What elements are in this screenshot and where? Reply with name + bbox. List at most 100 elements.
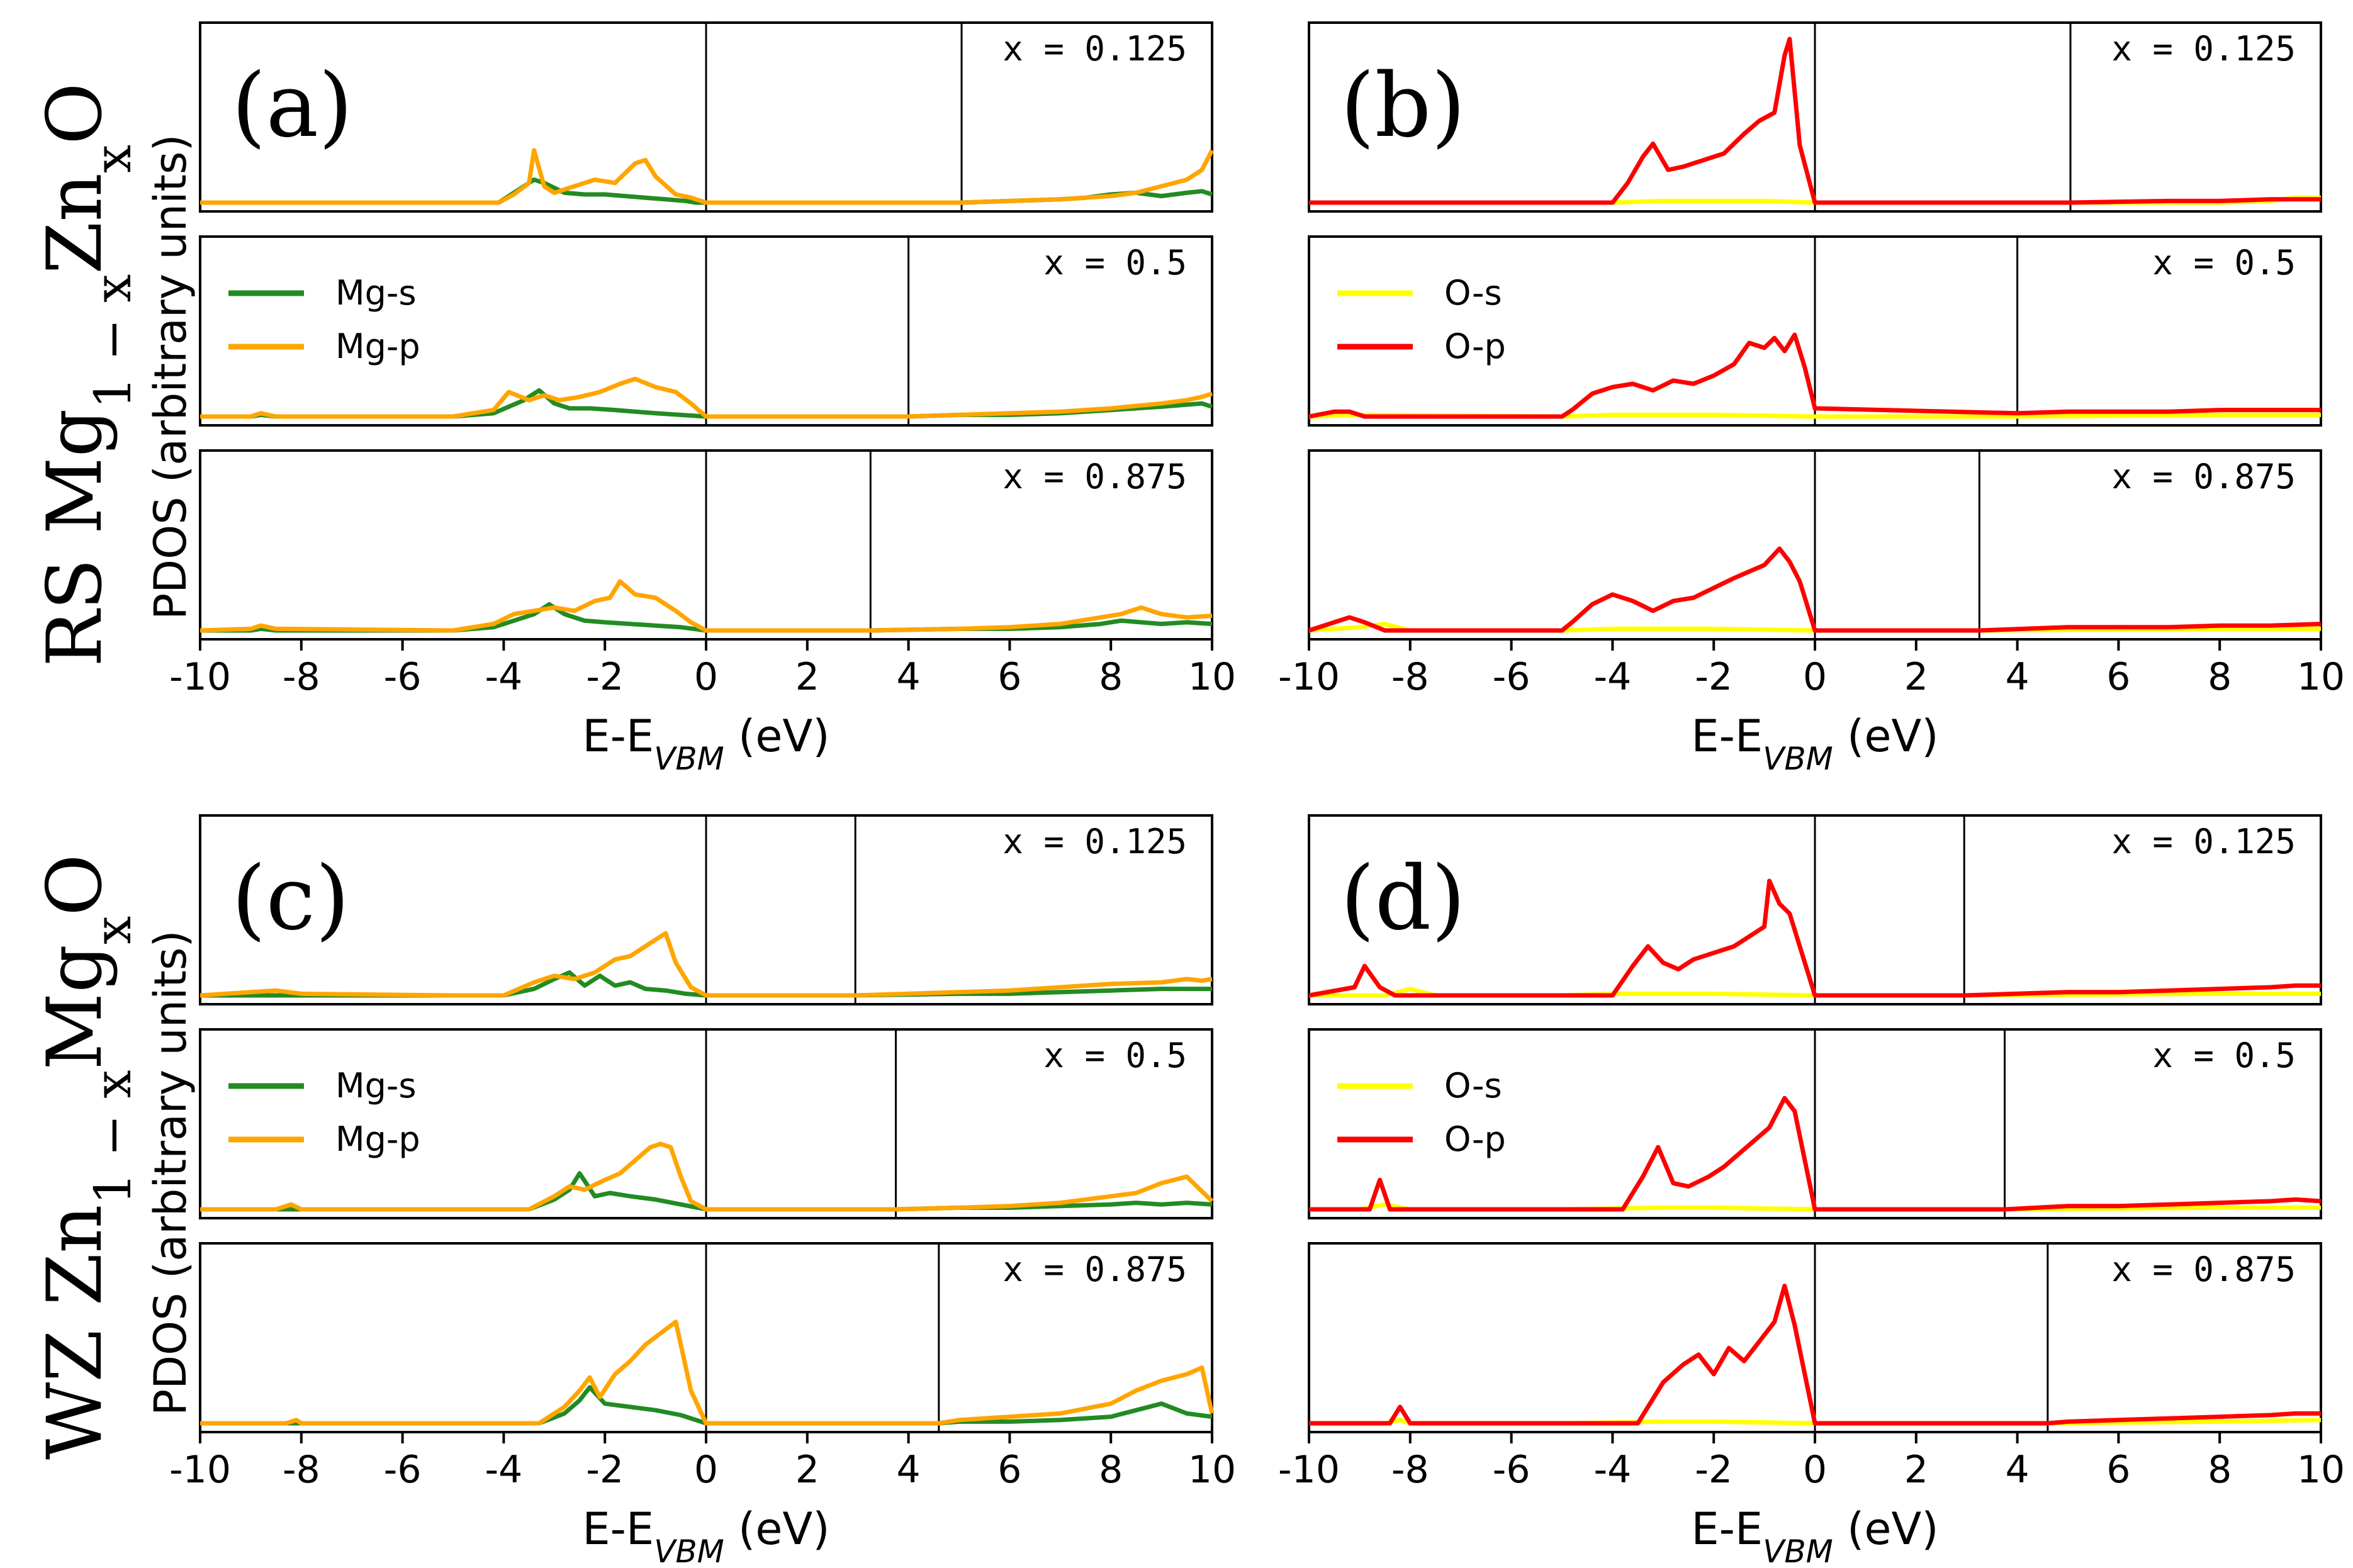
series-line-mg-p [199,579,1213,633]
legend-label: O-s [1444,273,1502,313]
subplot-3: x = 0.875 -10 -8 -6 -4 -2 0 2 4 6 8 10 E-EVBM (eV) [1278,449,2345,777]
legend-label: O-p [1444,327,1506,366]
x-tick-label: -4 [485,655,522,699]
composition-label: x = 0.5 [2152,1036,2296,1075]
legend-label: O-p [1444,1119,1506,1159]
row-labels: RS Mg1 − xZnxO WZ Zn1 − xMgxO PDOS (arbi… [31,83,196,1460]
ylabel-top: PDOS (arbitrary units) [145,134,196,620]
x-tick-label: 6 [997,655,1021,699]
series-line-mg-s [200,1171,1213,1212]
subplot-2: x = 0.5 O-s O-p [1308,1028,2322,1219]
x-tick-label: 2 [795,655,819,699]
legend-label: Mg-p [335,327,420,366]
x-tick-label: -10 [169,1448,231,1492]
composition-label: x = 0.125 [1002,822,1187,861]
x-tick-label: -4 [1593,655,1631,699]
composition-label: x = 0.125 [2111,822,2296,861]
x-tick-label: 4 [897,655,921,699]
x-tick-label: -8 [1391,1448,1429,1492]
x-axis-label: E-EVBM (eV) [1691,710,1938,777]
x-tick-label: 8 [2208,655,2232,699]
x-tick-label: 4 [897,1448,921,1492]
legend-label: Mg-s [335,273,417,313]
x-tick-label: -8 [283,655,320,699]
x-tick-label: -10 [169,655,231,699]
subplot-3: x = 0.875 -10 -8 -6 -4 -2 0 2 4 6 8 10 E-EVBM (eV) [169,449,1236,777]
composition-label: x = 0.875 [1002,457,1187,496]
series-line-o-p [1308,546,2322,633]
subplot-1: x = 0.125 (c) [199,814,1213,1005]
x-tick-label: -4 [485,1448,522,1492]
panel-c: x = 0.125 (c) x = 0.5 Mg-s Mg-p x = 0.875 -10 -… [169,814,1236,1568]
x-tick-label: 10 [1188,655,1236,699]
composition-label: x = 0.875 [1002,1250,1187,1289]
series-line-o-p [1309,36,2321,205]
x-tick-label: 2 [1904,1448,1928,1492]
subplot-1: x = 0.125 (a) [199,21,1215,213]
series-line-o-p [1309,1284,2321,1426]
series-line-mg-p [200,1319,1215,1426]
panel-d: x = 0.125 (d) x = 0.5 O-s O-p x = 0.875 -10 -8 -… [1278,814,2345,1568]
x-tick-label: 6 [2106,655,2130,699]
x-axis-label: E-EVBM (eV) [582,710,829,777]
x-tick-label: -10 [1278,1448,1340,1492]
subplot-2: x = 0.5 Mg-s Mg-p [199,1028,1214,1219]
x-tick-label: 0 [694,1448,718,1492]
composition-label: x = 0.875 [2111,457,2296,496]
x-tick-label: 10 [1188,1448,1236,1492]
composition-label: x = 0.875 [2111,1250,2296,1289]
x-tick-label: -4 [1593,1448,1631,1492]
subplot-3: x = 0.875 -10 -8 -6 -4 -2 0 2 4 6 8 10 E-EVBM (eV) [1278,1242,2345,1568]
x-tick-label: -6 [384,655,422,699]
series-line-o-p [1309,1095,2322,1212]
composition-label: x = 0.5 [2152,243,2296,283]
ylabel-bottom: PDOS (arbitrary units) [145,930,196,1416]
subplot-2: x = 0.5 Mg-s Mg-p [199,235,1213,427]
panel-letter: (a) [232,55,353,157]
x-tick-label: 6 [2106,1448,2130,1492]
panel-letter: (c) [232,848,350,950]
series-line-o-p [1308,332,2321,419]
x-tick-label: 10 [2297,1448,2345,1492]
x-tick-label: 2 [1904,655,1928,699]
x-tick-label: -8 [283,1448,320,1492]
x-tick-label: -6 [384,1448,422,1492]
top-row-label: RS Mg1 − xZnxO [31,83,142,667]
series-line-mg-p [200,376,1213,419]
x-tick-label: 8 [1099,1448,1123,1492]
x-tick-label: -8 [1391,655,1429,699]
x-tick-label: -2 [1695,655,1732,699]
panels: x = 0.125 (a) x = 0.5 Mg-s Mg-p x = 0.875 -10 -… [169,21,2345,1568]
x-tick-label: -10 [1278,655,1340,699]
x-tick-label: -2 [1695,1448,1732,1492]
x-tick-label: 0 [1803,655,1827,699]
composition-label: x = 0.5 [1043,243,1187,283]
composition-label: x = 0.125 [1002,29,1187,69]
legend-label: Mg-p [335,1119,420,1159]
series-line-mg-s [200,970,1212,998]
x-tick-label: 0 [694,655,718,699]
subplot-1: x = 0.125 (b) [1308,21,2322,213]
panel-letter: (d) [1340,848,1466,950]
x-tick-label: 6 [997,1448,1021,1492]
x-tick-label: -2 [586,1448,624,1492]
x-axis-label: E-EVBM (eV) [582,1503,829,1568]
x-tick-label: -2 [586,655,624,699]
series-line-o-s [1309,1202,2321,1212]
series-line-mg-p [200,148,1215,205]
subplot-1: x = 0.125 (d) [1308,814,2322,1005]
panel-b: x = 0.125 (b) x = 0.5 O-s O-p x = 0.875 -10 -8 -… [1278,21,2345,777]
legend-label: O-s [1444,1066,1502,1106]
series-line-mg-p [199,931,1213,998]
x-tick-label: 4 [2006,655,2030,699]
panel-a: x = 0.125 (a) x = 0.5 Mg-s Mg-p x = 0.875 -10 -… [169,21,1236,777]
series-line-mg-s [200,1385,1213,1426]
legend-label: Mg-s [335,1066,417,1106]
x-tick-label: -6 [1493,655,1530,699]
x-axis-label: E-EVBM (eV) [1691,1503,1938,1568]
x-tick-label: 2 [795,1448,819,1492]
x-tick-label: 0 [1803,1448,1827,1492]
panel-letter: (b) [1340,55,1466,157]
composition-label: x = 0.5 [1043,1036,1187,1075]
